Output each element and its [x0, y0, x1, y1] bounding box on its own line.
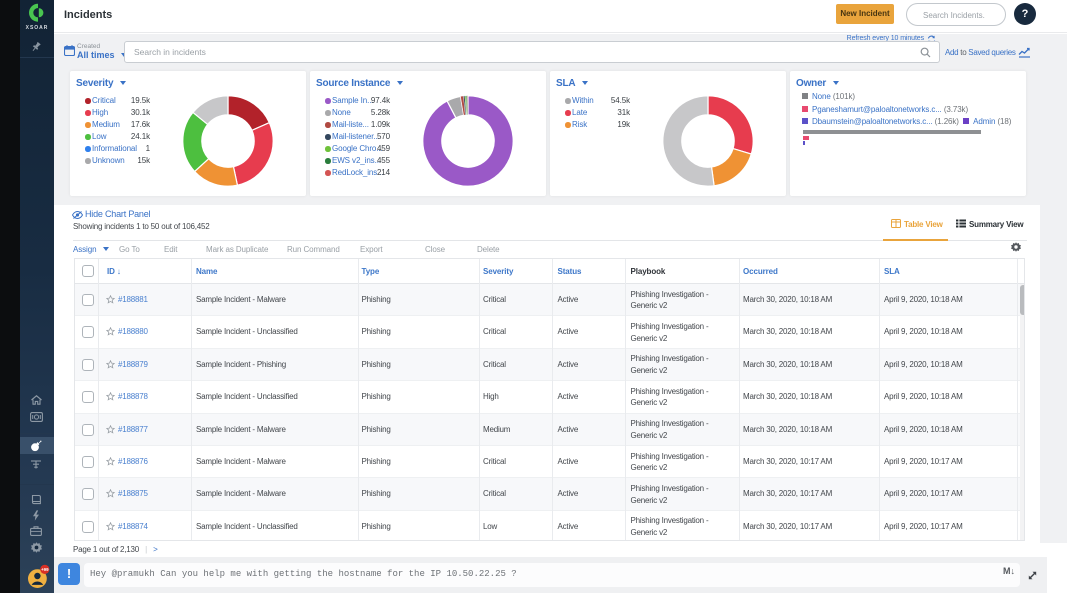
svg-text:+99: +99: [41, 567, 49, 572]
